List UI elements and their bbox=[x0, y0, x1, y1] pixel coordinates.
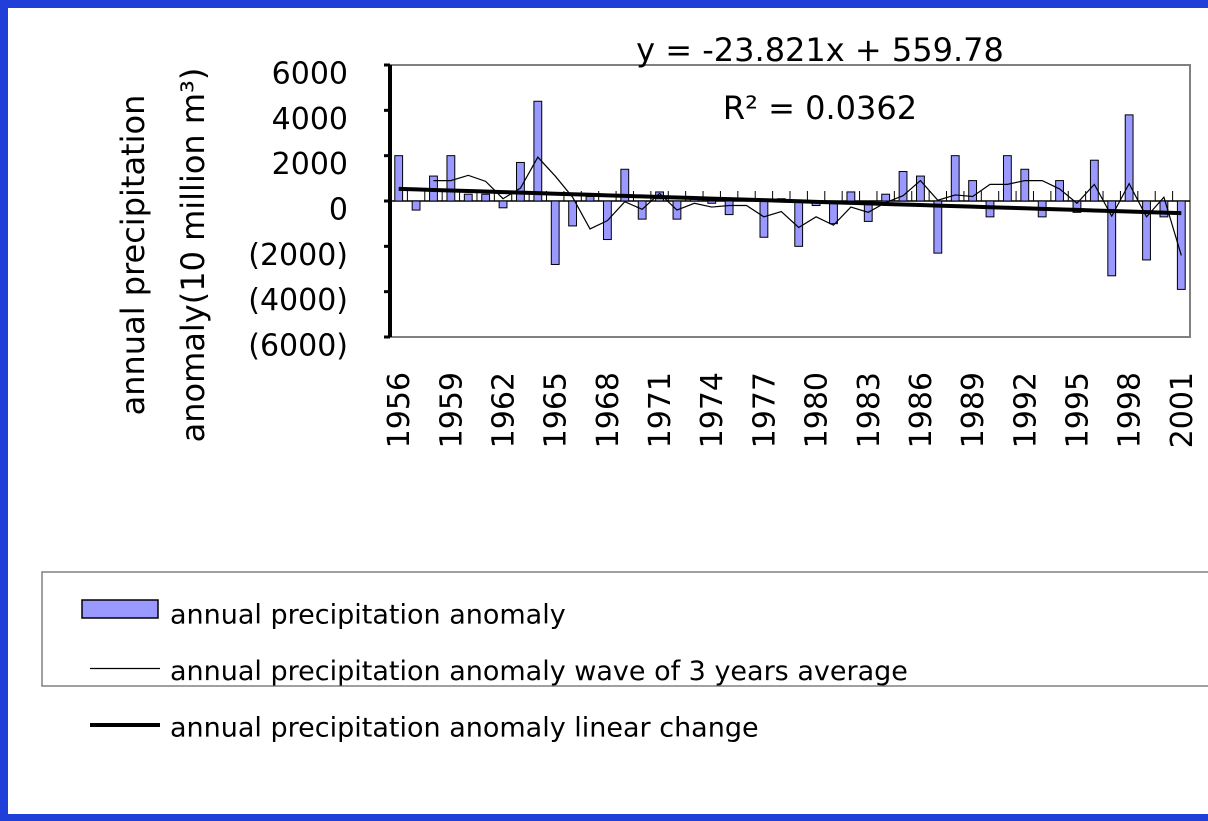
line bbox=[433, 156, 1182, 256]
legend-label: annual precipitation anomaly linear chan… bbox=[170, 713, 759, 744]
legend-box bbox=[41, 571, 1208, 687]
bar bbox=[498, 200, 508, 209]
bar bbox=[759, 200, 769, 238]
y-axis-label: anomaly(10 million m³) bbox=[174, 68, 212, 443]
y-axis-label: annual precipitation bbox=[114, 95, 152, 416]
y-tick-label: 2000 bbox=[272, 147, 348, 182]
bar bbox=[1020, 168, 1030, 202]
bar bbox=[1089, 159, 1099, 202]
bar bbox=[1107, 200, 1117, 277]
x-tick-label: 1983 bbox=[852, 372, 887, 448]
bar bbox=[516, 161, 525, 202]
bar bbox=[794, 200, 804, 247]
r-squared-annotation: R² = 0.0362 bbox=[723, 89, 917, 127]
bar bbox=[411, 200, 421, 211]
x-tick-label: 1968 bbox=[591, 372, 626, 448]
x-tick-label: 1965 bbox=[539, 372, 574, 448]
x-tick-label: 1956 bbox=[382, 372, 417, 448]
x-tick-label: 1980 bbox=[800, 372, 835, 448]
slide-panel bbox=[8, 8, 1208, 814]
x-tick-label: 1974 bbox=[695, 372, 730, 448]
bar bbox=[394, 155, 404, 202]
bar bbox=[846, 191, 856, 202]
x-tick-label: 1977 bbox=[747, 372, 782, 448]
bar bbox=[1055, 180, 1064, 202]
bar bbox=[1142, 200, 1151, 261]
y-tick-label: (4000) bbox=[248, 283, 348, 318]
x-tick-label: 1995 bbox=[1060, 372, 1095, 448]
bar bbox=[637, 200, 647, 220]
bar bbox=[550, 200, 560, 265]
bar bbox=[724, 200, 734, 216]
y-tick-label: 0 bbox=[329, 193, 348, 228]
legend-label: annual precipitation anomaly wave of 3 y… bbox=[170, 656, 908, 687]
bar bbox=[1124, 114, 1134, 202]
x-tick-label: 1986 bbox=[904, 372, 939, 448]
bar bbox=[463, 193, 473, 202]
x-tick-label: 1989 bbox=[956, 372, 991, 448]
line bbox=[398, 186, 1182, 216]
bar bbox=[620, 168, 630, 202]
bar bbox=[950, 155, 960, 202]
bar bbox=[933, 200, 943, 254]
bar bbox=[1072, 200, 1082, 213]
legend-swatch bbox=[81, 599, 159, 619]
x-tick-label: 1962 bbox=[487, 372, 522, 448]
bar bbox=[446, 155, 456, 202]
bar bbox=[568, 200, 578, 227]
y-tick-label: 6000 bbox=[272, 57, 348, 92]
bar bbox=[707, 200, 717, 204]
bar bbox=[881, 193, 891, 202]
bar bbox=[968, 180, 978, 202]
x-tick-label: 1998 bbox=[1113, 372, 1148, 448]
y-tick-label: 4000 bbox=[272, 102, 348, 137]
bar bbox=[898, 171, 908, 202]
x-tick-label: 1992 bbox=[1008, 372, 1043, 448]
bar bbox=[1176, 200, 1186, 290]
legend-label: annual precipitation anomaly bbox=[170, 600, 566, 631]
bar bbox=[1002, 155, 1012, 202]
equation-annotation: y = -23.821x + 559.78 bbox=[636, 31, 1004, 69]
bar bbox=[585, 195, 595, 202]
bar bbox=[916, 175, 925, 202]
bar bbox=[533, 100, 543, 202]
x-tick-label: 1959 bbox=[434, 372, 469, 448]
x-tick-label: 2001 bbox=[1165, 372, 1200, 448]
y-tick-label: (6000) bbox=[248, 329, 348, 364]
y-tick-label: (2000) bbox=[248, 238, 348, 273]
x-tick-label: 1971 bbox=[643, 372, 678, 448]
bar bbox=[481, 193, 491, 202]
